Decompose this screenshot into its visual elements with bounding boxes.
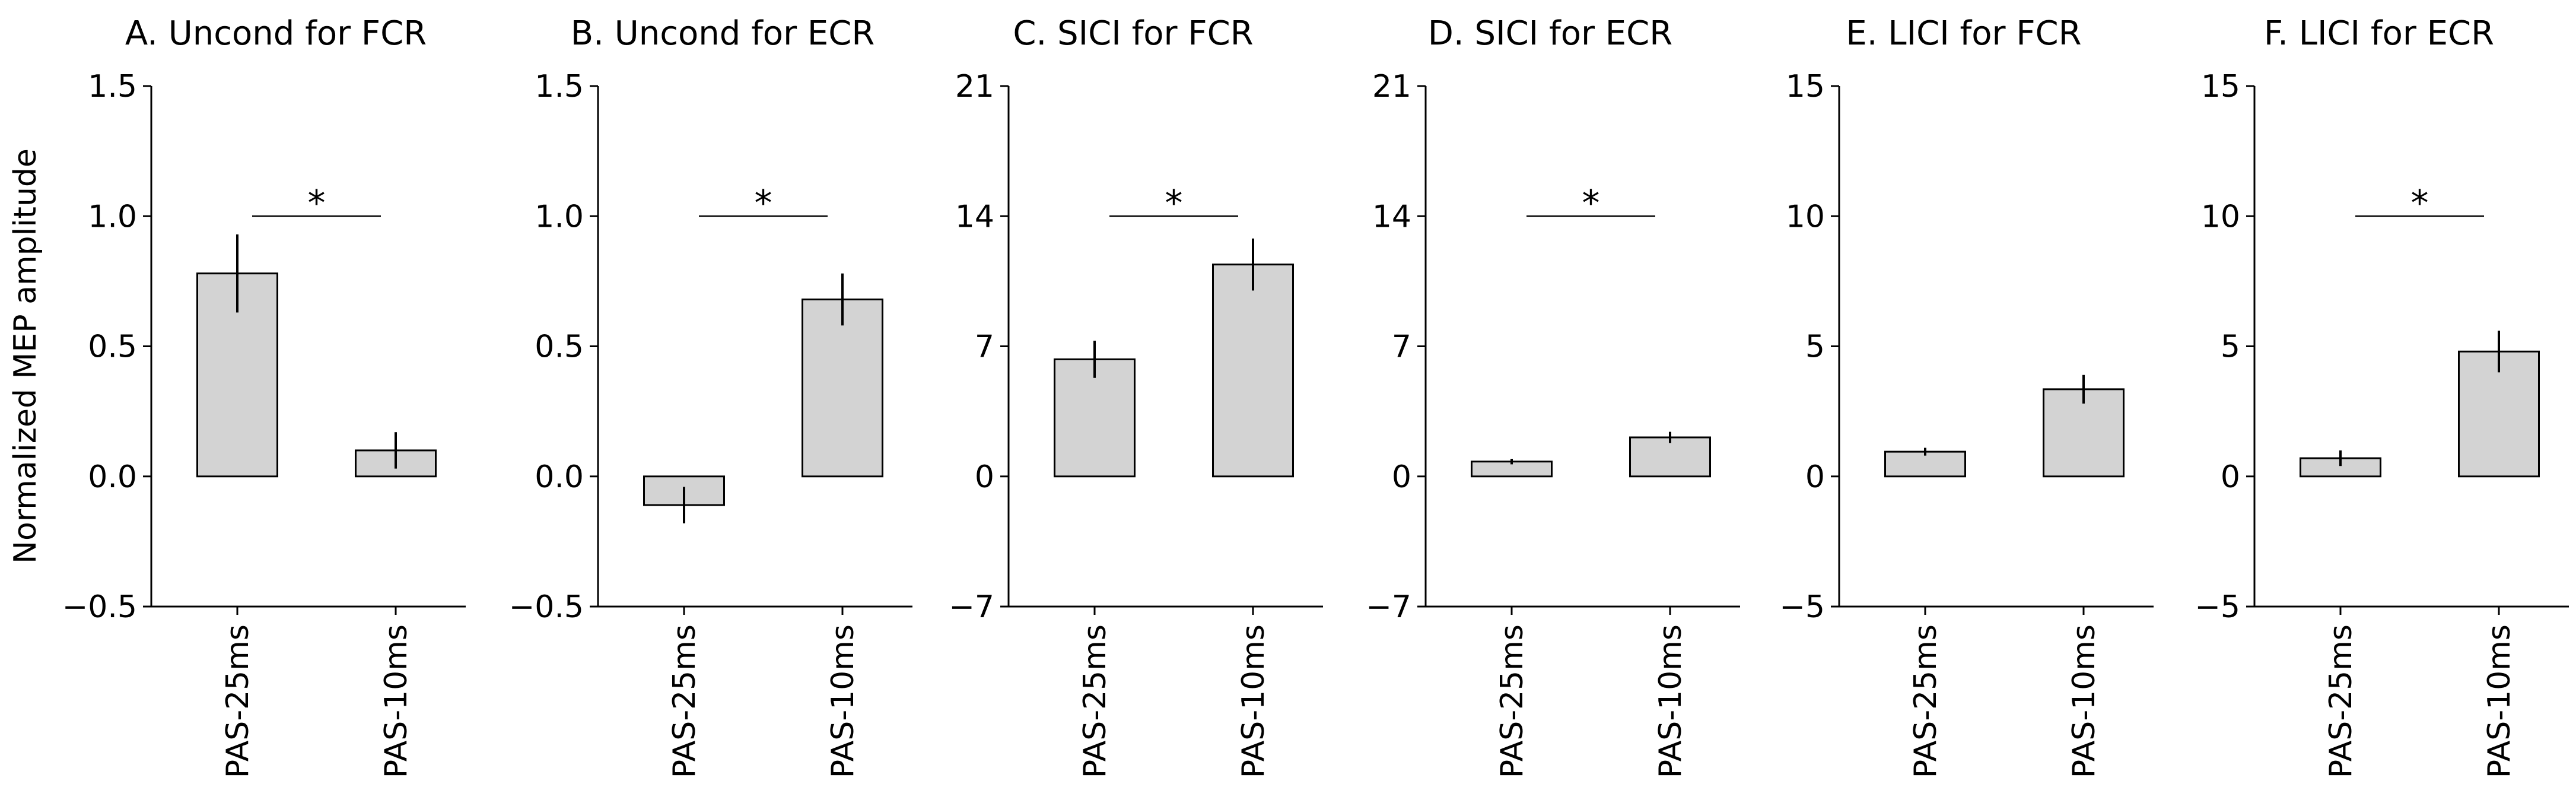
y-tick-label: 14 — [955, 199, 994, 234]
bar — [1629, 436, 1711, 478]
y-tick-label: 0.5 — [88, 329, 137, 365]
chart-panel: E. LICI for FCR −5 0 5 10 15 PAS-25ms PAS-10ms — [1779, 14, 2154, 778]
y-tick-label: 0 — [2221, 459, 2240, 495]
y-tick-label: 10 — [2201, 199, 2240, 234]
x-tick-label: PAS-25ms — [1077, 624, 1113, 778]
y-tick-label: 5 — [1805, 329, 1825, 365]
panels: A. Uncond for FCR −0.5 0.0 0.5 1.0 1.5 PAS-25m… — [62, 14, 2569, 778]
bar — [2458, 350, 2540, 478]
y-tick-label: −7 — [949, 589, 994, 625]
y-tick-label: 0 — [1805, 459, 1825, 495]
y-tick-label: 0 — [975, 459, 994, 495]
y-axis-label: Normalized MEP amplitude — [8, 148, 43, 564]
chart-panel: A. Uncond for FCR −0.5 0.0 0.5 1.0 1.5 PAS-25m… — [62, 14, 466, 778]
chart-title: D. SICI for ECR — [1428, 14, 1672, 53]
y-tick-label: −5 — [2195, 589, 2240, 625]
x-tick-label: PAS-10ms — [1653, 624, 1688, 778]
chart-title: B. Uncond for ECR — [571, 14, 875, 53]
y-tick-label: 0.0 — [535, 459, 584, 495]
y-tick-label: 0 — [1392, 459, 1411, 495]
y-tick-label: 21 — [955, 69, 994, 104]
x-tick-label: PAS-10ms — [2482, 624, 2517, 778]
bar — [1212, 264, 1294, 478]
x-tick-label: PAS-10ms — [1236, 624, 1271, 778]
chart-title: F. LICI for ECR — [2264, 14, 2494, 53]
y-tick-label: 1.0 — [88, 199, 137, 234]
x-tick-label: PAS-10ms — [2066, 624, 2102, 778]
y-tick-label: 0.5 — [535, 329, 584, 365]
y-tick-label: 7 — [1392, 329, 1411, 365]
bar — [1054, 358, 1136, 478]
y-tick-label: 15 — [2201, 69, 2240, 104]
y-tick-label: 10 — [1786, 199, 1825, 234]
significance-star: * — [755, 182, 772, 224]
y-tick-label: 0.0 — [88, 459, 137, 495]
x-tick-label: PAS-10ms — [825, 624, 861, 778]
y-tick-label: −0.5 — [62, 589, 137, 625]
y-tick-label: 5 — [2221, 329, 2240, 365]
chart-panel: C. SICI for FCR −7 0 7 14 21 PAS-25ms PAS-10ms * — [949, 14, 1323, 778]
bar — [802, 299, 883, 478]
chart-panel: D. SICI for ECR −7 0 7 14 21 PAS-25ms PAS-10ms * — [1366, 14, 1740, 778]
chart-title: C. SICI for FCR — [1013, 14, 1253, 53]
y-tick-label: 7 — [975, 329, 994, 365]
y-tick-label: −5 — [1779, 589, 1825, 625]
chart-title: A. Uncond for FCR — [125, 14, 427, 53]
bar — [2043, 388, 2125, 478]
y-tick-label: 1.0 — [535, 199, 584, 234]
significance-star: * — [2411, 182, 2429, 224]
chart-panel: B. Uncond for ECR −0.5 0.0 0.5 1.0 1.5 PAS-25m… — [509, 14, 912, 778]
x-tick-label: PAS-25ms — [1908, 624, 1944, 778]
chart-title: E. LICI for FCR — [1846, 14, 2081, 53]
x-tick-label: PAS-25ms — [220, 624, 256, 778]
y-tick-label: 15 — [1786, 69, 1825, 104]
y-tick-label: 1.5 — [88, 69, 137, 104]
significance-star: * — [1582, 182, 1600, 224]
chart-panel: F. LICI for ECR −5 0 5 10 15 PAS-25ms PAS-10ms * — [2195, 14, 2569, 778]
significance-star: * — [1165, 182, 1183, 224]
x-tick-label: PAS-25ms — [667, 624, 702, 778]
x-tick-label: PAS-25ms — [2323, 624, 2359, 778]
y-tick-label: −7 — [1366, 589, 1411, 625]
x-tick-label: PAS-25ms — [1494, 624, 1530, 778]
y-tick-label: 1.5 — [535, 69, 584, 104]
x-tick-label: PAS-10ms — [379, 624, 414, 778]
y-tick-label: 21 — [1372, 69, 1411, 104]
y-tick-label: −0.5 — [509, 589, 584, 625]
bar — [1884, 450, 1966, 478]
significance-star: * — [308, 182, 326, 224]
y-tick-label: 14 — [1372, 199, 1411, 234]
